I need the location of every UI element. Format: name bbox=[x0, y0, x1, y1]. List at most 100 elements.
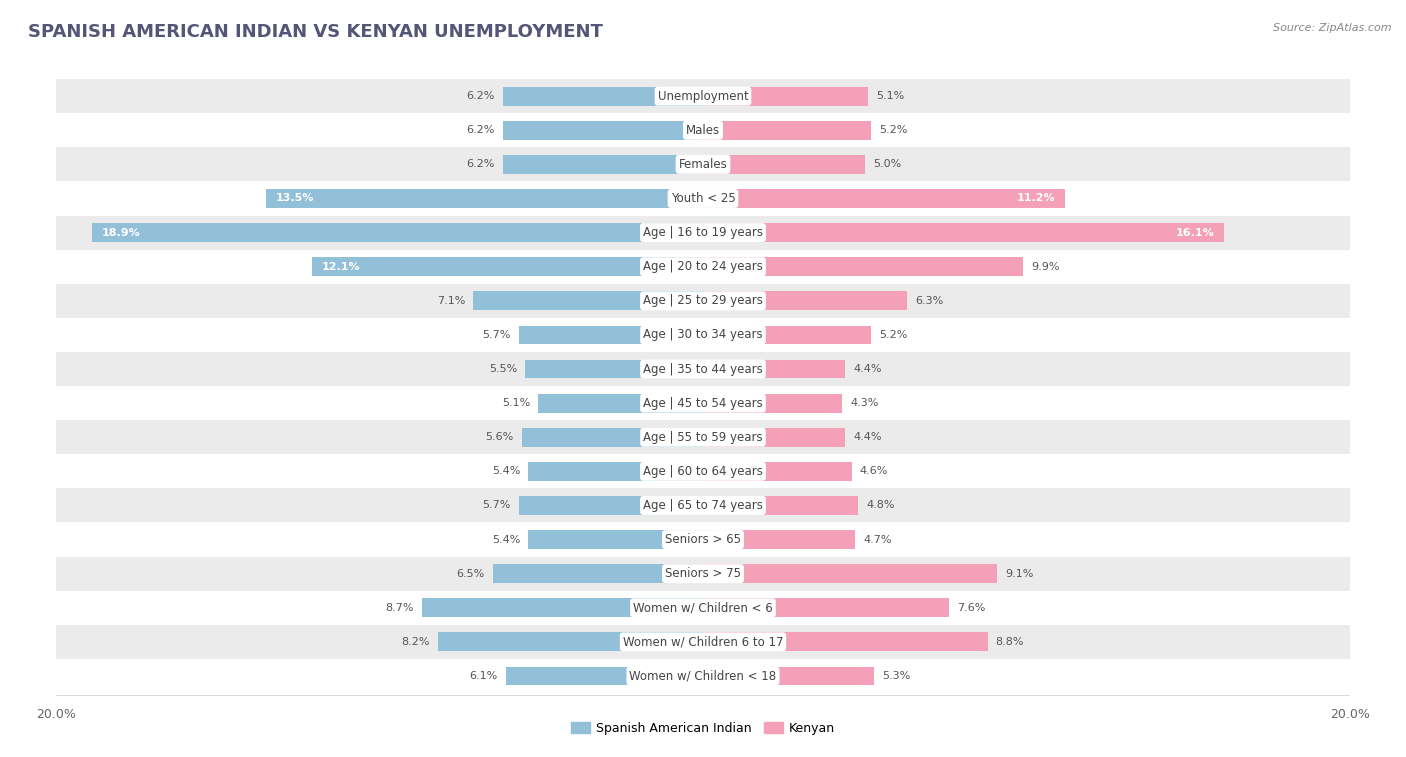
Text: Age | 45 to 54 years: Age | 45 to 54 years bbox=[643, 397, 763, 410]
Bar bbox=[703, 155, 865, 174]
Bar bbox=[703, 633, 987, 651]
Text: 4.3%: 4.3% bbox=[851, 398, 879, 408]
Bar bbox=[703, 496, 858, 515]
Text: 5.2%: 5.2% bbox=[879, 330, 908, 340]
Bar bbox=[91, 223, 703, 242]
Bar bbox=[703, 189, 1066, 208]
Text: Males: Males bbox=[686, 124, 720, 137]
Bar bbox=[56, 216, 1350, 250]
Bar bbox=[56, 488, 1350, 522]
Text: Seniors > 75: Seniors > 75 bbox=[665, 567, 741, 580]
Bar bbox=[267, 189, 703, 208]
Bar bbox=[529, 530, 703, 549]
Text: 6.5%: 6.5% bbox=[457, 569, 485, 578]
Text: 5.7%: 5.7% bbox=[482, 500, 510, 510]
Text: Females: Females bbox=[679, 158, 727, 171]
Bar bbox=[529, 462, 703, 481]
Bar bbox=[703, 530, 855, 549]
Text: 6.3%: 6.3% bbox=[915, 296, 943, 306]
Bar bbox=[56, 420, 1350, 454]
Bar bbox=[519, 326, 703, 344]
Bar bbox=[56, 182, 1350, 216]
Bar bbox=[703, 667, 875, 685]
Text: Women w/ Children < 6: Women w/ Children < 6 bbox=[633, 601, 773, 614]
Text: 18.9%: 18.9% bbox=[101, 228, 141, 238]
Text: 8.7%: 8.7% bbox=[385, 603, 413, 612]
Bar bbox=[56, 556, 1350, 590]
Text: Age | 65 to 74 years: Age | 65 to 74 years bbox=[643, 499, 763, 512]
Bar bbox=[56, 318, 1350, 352]
Bar bbox=[494, 564, 703, 583]
Text: 4.4%: 4.4% bbox=[853, 432, 882, 442]
Bar bbox=[56, 625, 1350, 659]
Bar bbox=[703, 326, 872, 344]
Bar bbox=[703, 121, 872, 139]
Bar bbox=[422, 598, 703, 617]
Bar bbox=[56, 386, 1350, 420]
Bar bbox=[56, 522, 1350, 556]
Text: 5.1%: 5.1% bbox=[876, 91, 904, 101]
Text: Unemployment: Unemployment bbox=[658, 89, 748, 103]
Text: Seniors > 65: Seniors > 65 bbox=[665, 533, 741, 546]
Text: 8.2%: 8.2% bbox=[401, 637, 430, 647]
Text: 12.1%: 12.1% bbox=[322, 262, 360, 272]
Bar bbox=[474, 291, 703, 310]
Bar bbox=[56, 590, 1350, 625]
Bar bbox=[703, 257, 1024, 276]
Bar bbox=[703, 462, 852, 481]
Text: 4.7%: 4.7% bbox=[863, 534, 891, 544]
Bar bbox=[312, 257, 703, 276]
Text: Age | 20 to 24 years: Age | 20 to 24 years bbox=[643, 260, 763, 273]
Bar bbox=[437, 633, 703, 651]
Text: 5.2%: 5.2% bbox=[879, 125, 908, 136]
Text: Age | 16 to 19 years: Age | 16 to 19 years bbox=[643, 226, 763, 239]
Bar bbox=[522, 428, 703, 447]
Text: 16.1%: 16.1% bbox=[1175, 228, 1213, 238]
Text: Age | 55 to 59 years: Age | 55 to 59 years bbox=[643, 431, 763, 444]
Text: 7.6%: 7.6% bbox=[957, 603, 986, 612]
Text: 5.3%: 5.3% bbox=[883, 671, 911, 681]
Text: 6.2%: 6.2% bbox=[465, 125, 495, 136]
Text: 8.8%: 8.8% bbox=[995, 637, 1024, 647]
Bar bbox=[502, 121, 703, 139]
Bar bbox=[703, 291, 907, 310]
Bar bbox=[56, 79, 1350, 114]
Text: 11.2%: 11.2% bbox=[1017, 194, 1056, 204]
Text: 6.1%: 6.1% bbox=[470, 671, 498, 681]
Text: 4.6%: 4.6% bbox=[860, 466, 889, 476]
Bar bbox=[526, 360, 703, 378]
Text: 5.7%: 5.7% bbox=[482, 330, 510, 340]
Text: 6.2%: 6.2% bbox=[465, 160, 495, 170]
Bar bbox=[56, 284, 1350, 318]
Bar bbox=[56, 114, 1350, 148]
Text: 4.8%: 4.8% bbox=[866, 500, 894, 510]
Bar bbox=[56, 352, 1350, 386]
Text: Age | 35 to 44 years: Age | 35 to 44 years bbox=[643, 363, 763, 375]
Bar bbox=[703, 428, 845, 447]
Bar bbox=[538, 394, 703, 413]
Bar bbox=[703, 360, 845, 378]
Text: 5.4%: 5.4% bbox=[492, 466, 520, 476]
Text: 7.1%: 7.1% bbox=[437, 296, 465, 306]
Text: Age | 25 to 29 years: Age | 25 to 29 years bbox=[643, 294, 763, 307]
Bar bbox=[56, 250, 1350, 284]
Text: 5.5%: 5.5% bbox=[489, 364, 517, 374]
Text: SPANISH AMERICAN INDIAN VS KENYAN UNEMPLOYMENT: SPANISH AMERICAN INDIAN VS KENYAN UNEMPL… bbox=[28, 23, 603, 41]
Text: Women w/ Children < 18: Women w/ Children < 18 bbox=[630, 669, 776, 683]
Bar bbox=[56, 659, 1350, 693]
Bar bbox=[703, 223, 1223, 242]
Text: Age | 60 to 64 years: Age | 60 to 64 years bbox=[643, 465, 763, 478]
Legend: Spanish American Indian, Kenyan: Spanish American Indian, Kenyan bbox=[565, 717, 841, 740]
Text: 13.5%: 13.5% bbox=[276, 194, 315, 204]
Text: 6.2%: 6.2% bbox=[465, 91, 495, 101]
Text: 4.4%: 4.4% bbox=[853, 364, 882, 374]
Text: Youth < 25: Youth < 25 bbox=[671, 192, 735, 205]
Bar bbox=[703, 598, 949, 617]
Bar bbox=[703, 564, 997, 583]
Bar bbox=[56, 454, 1350, 488]
Text: 5.0%: 5.0% bbox=[873, 160, 901, 170]
Bar bbox=[703, 87, 868, 105]
Text: 5.4%: 5.4% bbox=[492, 534, 520, 544]
Text: 9.1%: 9.1% bbox=[1005, 569, 1033, 578]
Bar bbox=[703, 394, 842, 413]
